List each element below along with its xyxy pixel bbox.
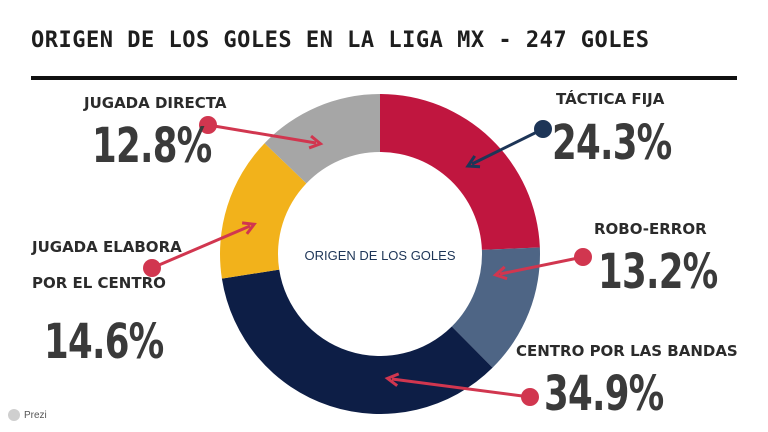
slide-title: ORIGEN DE LOS GOLES EN LA LIGA MX - 247 …	[31, 28, 650, 53]
pct-jugada-elabora: 14.6%	[44, 314, 164, 370]
arrow-jugada-elabora	[151, 221, 257, 270]
arrow-centro-bandas	[384, 372, 531, 399]
pct-jugada-directa: 12.8%	[92, 118, 212, 174]
title-divider	[31, 76, 737, 80]
label-tactica-fija: TÁCTICA FIJA	[556, 90, 665, 108]
label-jugada-elabora-line1: JUGADA ELABORA	[32, 238, 182, 256]
arrow-jugada-elabora-dot	[143, 259, 161, 277]
pct-centro-bandas: 34.9%	[544, 366, 664, 422]
arrow-jugada-directa	[207, 123, 324, 150]
pct-robo-error: 13.2%	[598, 244, 718, 300]
prezi-watermark: Prezi	[8, 409, 47, 421]
pct-tactica-fija: 24.3%	[552, 115, 672, 171]
arrow-centro-bandas-dot	[521, 388, 539, 406]
slice-centro-bandas	[221, 269, 493, 415]
arrow-jugada-directa-dot	[199, 116, 217, 134]
label-jugada-elabora-line2: POR EL CENTRO	[32, 274, 166, 292]
slice-tactica-fija	[380, 94, 540, 250]
arrow-robo-error-dot	[574, 248, 592, 266]
donut-center-label: ORIGEN DE LOS GOLES	[304, 248, 456, 263]
arrow-robo-error	[492, 255, 584, 281]
arrow-tactica-fija	[465, 127, 544, 169]
slice-robo-error	[451, 247, 540, 368]
label-jugada-directa: JUGADA DIRECTA	[84, 94, 227, 112]
slice-jugada-elabora	[220, 143, 307, 279]
label-centro-bandas: CENTRO POR LAS BANDAS	[516, 342, 738, 360]
prezi-brand-text: Prezi	[24, 409, 47, 421]
label-robo-error: ROBO-ERROR	[594, 220, 707, 238]
prezi-logo-icon	[8, 409, 20, 421]
arrow-tactica-fija-dot	[534, 120, 552, 138]
